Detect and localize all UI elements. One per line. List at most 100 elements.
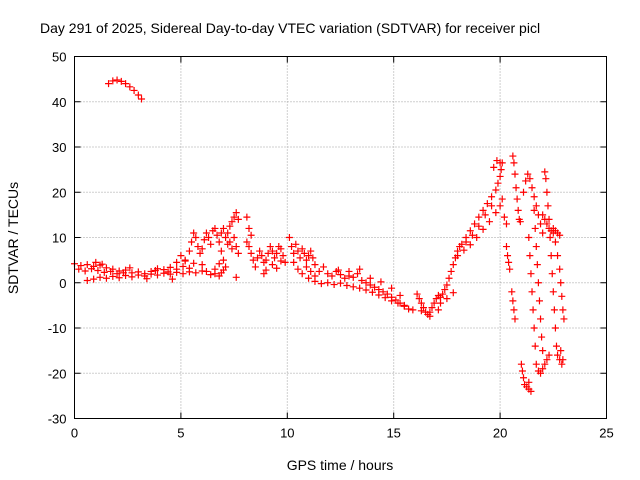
data-point	[379, 288, 387, 296]
data-point	[483, 200, 491, 208]
data-point	[543, 356, 551, 364]
data-point	[290, 249, 298, 257]
data-point	[539, 211, 547, 219]
data-point	[356, 284, 364, 292]
data-point	[504, 252, 512, 260]
data-point	[98, 260, 106, 268]
chart-title: Day 291 of 2025, Sidereal Day-to-day VTE…	[40, 20, 540, 36]
data-point	[417, 299, 425, 307]
data-point	[262, 256, 270, 264]
data-point	[428, 304, 436, 312]
data-point	[102, 264, 110, 272]
data-point	[556, 231, 564, 239]
data-point	[324, 279, 332, 287]
data-point	[454, 247, 462, 255]
data-point	[449, 289, 457, 297]
data-point	[260, 270, 268, 278]
data-point	[211, 270, 219, 278]
data-point	[294, 247, 302, 255]
data-point	[160, 269, 168, 277]
data-point	[266, 243, 274, 251]
data-point	[508, 288, 516, 296]
data-point	[256, 247, 264, 255]
data-point	[522, 177, 530, 185]
data-point	[307, 247, 315, 255]
data-point	[245, 224, 253, 232]
data-point	[134, 271, 142, 279]
data-point	[396, 291, 404, 299]
data-point	[377, 278, 385, 286]
y-tick-label: 40	[52, 95, 66, 110]
data-point	[479, 225, 487, 233]
data-point	[349, 273, 357, 281]
data-point	[179, 270, 187, 278]
x-tick-label: 25	[599, 426, 613, 441]
data-point	[509, 152, 517, 160]
data-point	[302, 256, 310, 264]
data-point	[247, 249, 255, 257]
data-point	[173, 258, 181, 266]
data-point	[254, 254, 262, 262]
data-point	[290, 258, 298, 266]
x-tick-labels: 0 5 10 15 20 25	[71, 426, 614, 441]
data-point	[456, 243, 464, 251]
data-point	[443, 295, 451, 303]
data-point	[219, 256, 227, 264]
data-point	[529, 306, 537, 314]
data-point	[417, 307, 425, 315]
data-point	[77, 262, 85, 270]
data-point	[434, 306, 442, 314]
data-point	[94, 267, 102, 275]
data-point	[530, 206, 538, 214]
data-point	[271, 254, 279, 262]
data-point	[400, 301, 408, 309]
data-point	[130, 86, 138, 94]
data-point	[228, 245, 236, 253]
y-tick-label: 20	[52, 185, 66, 200]
data-point	[548, 270, 556, 278]
data-point	[405, 305, 413, 313]
data-point	[319, 263, 327, 271]
data-point	[549, 288, 557, 296]
y-tick-label: 10	[52, 231, 66, 246]
data-point	[126, 83, 134, 91]
data-point	[277, 245, 285, 253]
data-point	[525, 234, 533, 241]
data-point	[354, 270, 362, 278]
data-point	[541, 168, 549, 176]
data-point	[109, 77, 117, 85]
data-point	[531, 342, 539, 350]
data-point	[542, 175, 550, 183]
data-point	[153, 271, 161, 279]
data-point	[213, 231, 221, 239]
data-point	[490, 163, 498, 171]
x-tick-label: 0	[71, 426, 78, 441]
data-point	[545, 351, 553, 359]
data-point	[409, 306, 417, 314]
data-point	[460, 246, 468, 254]
data-point	[447, 267, 455, 275]
data-point	[311, 277, 319, 285]
data-point	[362, 286, 370, 294]
data-point	[349, 283, 357, 291]
x-axis-label: GPS time / hours	[287, 457, 394, 473]
data-point	[525, 378, 533, 386]
data-point	[462, 238, 470, 246]
data-point	[168, 275, 176, 283]
data-point	[226, 222, 234, 230]
data-point	[247, 231, 255, 239]
data-point	[305, 252, 313, 260]
data-point	[190, 259, 198, 267]
data-point	[559, 356, 567, 364]
data-point	[196, 249, 204, 257]
data-point	[549, 224, 557, 232]
data-point	[258, 252, 266, 260]
data-point	[520, 188, 528, 196]
data-point	[518, 367, 526, 375]
data-point	[211, 224, 219, 232]
data-point	[243, 238, 251, 246]
data-point	[179, 262, 187, 270]
data-point	[488, 202, 496, 210]
data-point	[134, 91, 142, 99]
